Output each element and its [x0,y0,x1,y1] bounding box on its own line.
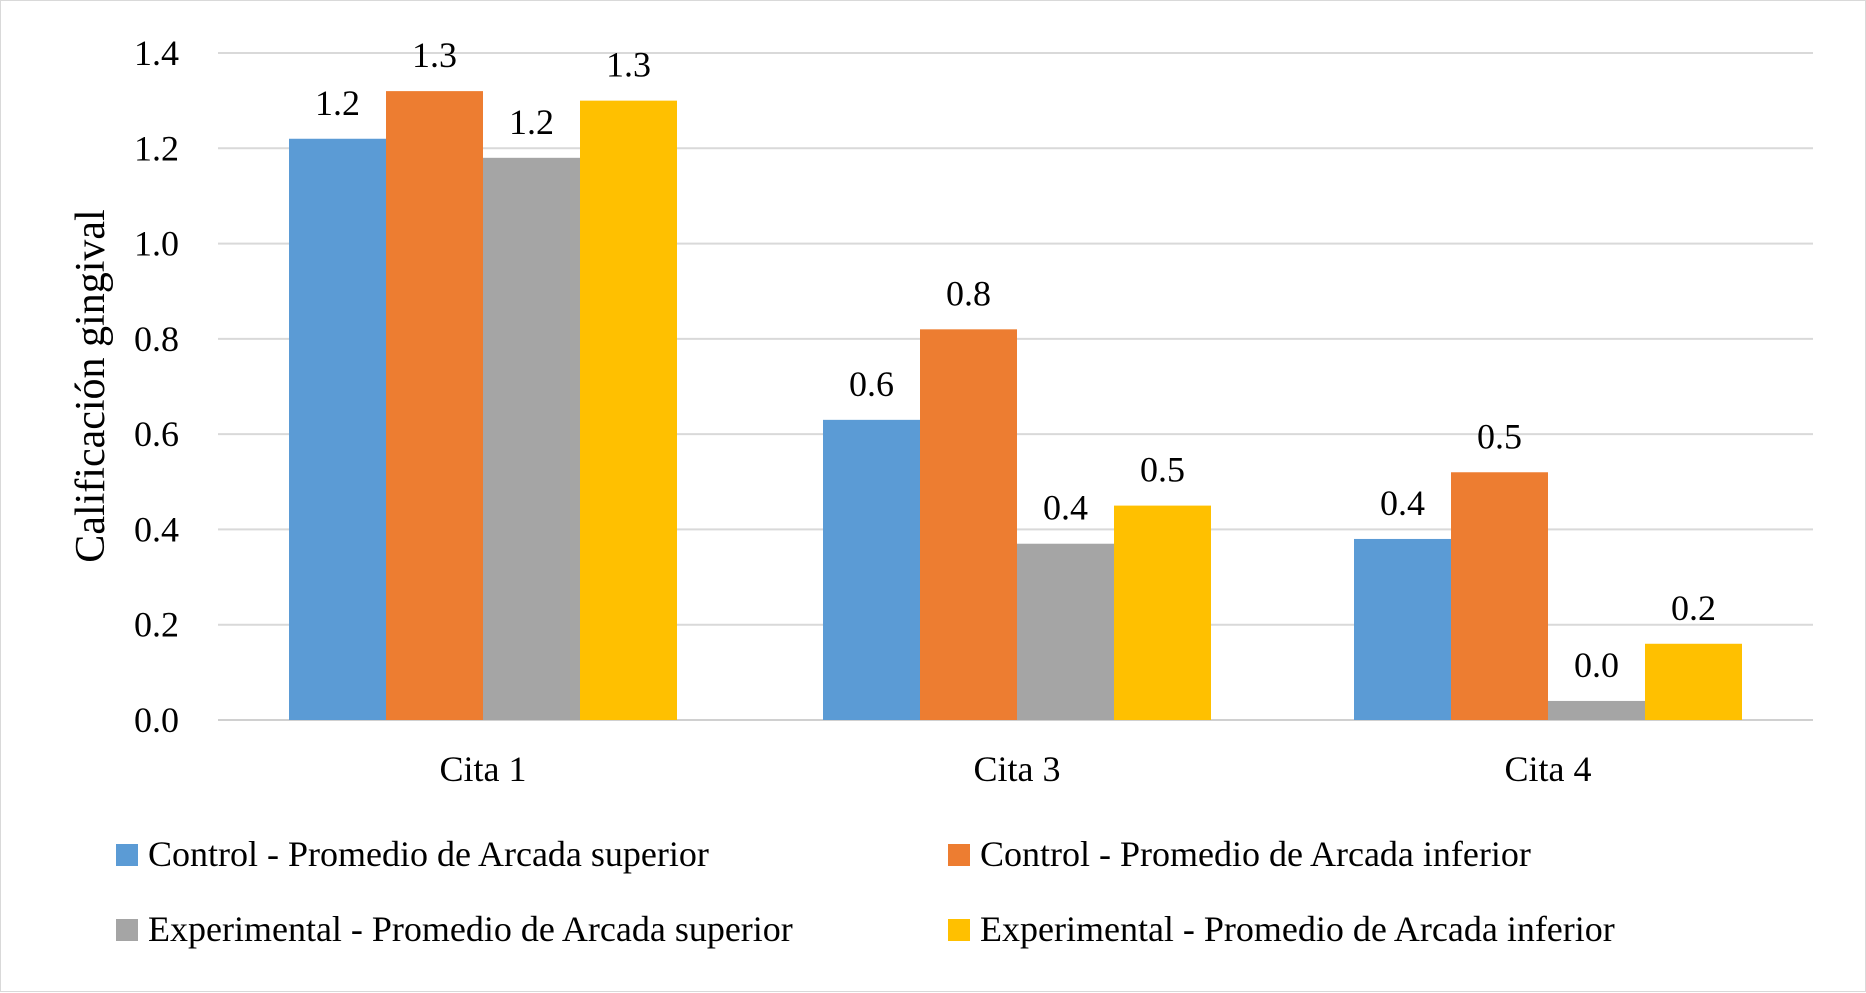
data-label: 0.0 [1574,645,1619,685]
legend-label: Control - Promedio de Arcada superior [148,834,709,874]
y-tick-label: 0.8 [134,319,179,359]
legend: Control - Promedio de Arcada superior Con… [116,834,1615,949]
data-label: 0.4 [1380,483,1425,523]
legend-label: Control - Promedio de Arcada inferior [980,834,1531,874]
bar [386,91,483,721]
bar [1017,543,1114,720]
bar [1548,700,1645,720]
legend-swatch [948,844,970,866]
legend-swatch [948,919,970,941]
data-label: 0.8 [946,273,991,313]
data-label: 1.2 [509,102,554,142]
bars [289,91,1742,721]
data-label: 1.3 [606,45,651,85]
legend-label: Experimental - Promedio de Arcada superi… [148,909,793,949]
x-tick-label: Cita 1 [440,749,527,789]
data-label: 0.4 [1043,488,1088,528]
bar [289,138,386,720]
legend-item: Control - Promedio de Arcada inferior [948,834,1531,874]
bar [1114,505,1211,720]
legend-item: Experimental - Promedio de Arcada inferi… [948,909,1615,949]
data-label: 0.5 [1140,450,1185,490]
y-tick-label: 1.2 [134,128,179,168]
data-label: 0.5 [1477,416,1522,456]
x-axis-ticks: Cita 1 Cita 3 Cita 4 [440,749,1592,789]
legend-swatch [116,844,138,866]
bar [1645,643,1742,720]
y-tick-label: 0.2 [134,605,179,645]
legend-label: Experimental - Promedio de Arcada inferi… [980,909,1615,949]
x-tick-label: Cita 3 [974,749,1061,789]
bar [580,100,677,720]
legend-swatch [116,919,138,941]
data-labels: 1.2 0.6 0.4 1.3 0.8 0.5 1.2 0.4 0.0 1.3 0.5 0.2 [315,35,1716,685]
bar [920,329,1017,720]
y-tick-label: 0.6 [134,414,179,454]
legend-item: Experimental - Promedio de Arcada superi… [116,909,793,949]
bar [483,157,580,721]
y-tick-label: 1.0 [134,224,179,264]
legend-item: Control - Promedio de Arcada superior [116,834,709,874]
y-tick-label: 0.0 [134,700,179,740]
y-tick-label: 0.4 [134,509,179,549]
x-tick-label: Cita 4 [1505,749,1592,789]
bar [823,419,920,720]
data-label: 0.2 [1671,588,1716,628]
bar [1451,472,1548,720]
data-label: 1.2 [315,83,360,123]
data-label: 0.6 [849,364,894,404]
data-label: 1.3 [412,35,457,75]
bar [1354,538,1451,720]
y-axis-title: Calificación gingival [68,209,114,562]
y-axis-ticks: 0.0 0.2 0.4 0.6 0.8 1.0 1.2 1.4 [134,33,179,740]
y-tick-label: 1.4 [134,33,179,73]
